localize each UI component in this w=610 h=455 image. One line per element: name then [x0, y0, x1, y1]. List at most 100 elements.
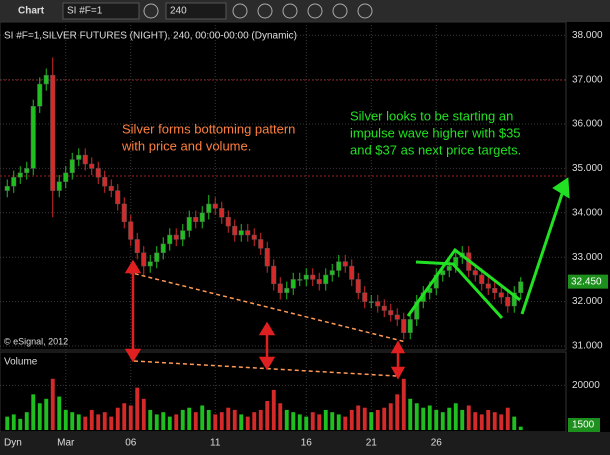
volume-bar	[492, 412, 497, 430]
interval-input[interactable]	[165, 2, 227, 20]
volume-bar	[401, 378, 406, 430]
candle-body	[355, 279, 361, 293]
volume-bar	[408, 398, 413, 430]
volume-bar	[291, 412, 296, 430]
volume-bar	[31, 394, 36, 430]
volume-bar	[109, 416, 114, 430]
candle-body	[167, 234, 173, 245]
volume-bar	[70, 412, 75, 430]
volume-bar	[447, 407, 452, 430]
candle-body	[511, 292, 517, 307]
y-tick-label: 36.000	[572, 119, 603, 130]
candle-body	[11, 177, 17, 187]
volume-bar	[349, 409, 354, 430]
candle-body	[485, 283, 491, 289]
last-price-box	[568, 274, 608, 289]
x-tick-label: 16	[301, 438, 313, 449]
volume-bar	[297, 414, 302, 430]
cursor-button[interactable]	[332, 3, 348, 19]
volume-bar	[369, 412, 374, 430]
candle-body	[69, 159, 75, 174]
volume-bar	[128, 405, 133, 430]
toolbar	[0, 0, 610, 22]
candle-body	[193, 216, 199, 222]
link-button[interactable]	[357, 3, 373, 19]
candle-body	[336, 261, 342, 271]
volume-bar	[271, 389, 276, 430]
candle-body	[245, 230, 251, 236]
volume-bar	[187, 407, 192, 430]
volume-bar	[317, 414, 322, 430]
volume-bar	[174, 414, 179, 430]
candle-body	[323, 274, 329, 285]
settings-button[interactable]	[143, 3, 159, 19]
y-tick-label: 35.000	[572, 163, 603, 174]
candle-body	[232, 225, 238, 236]
volume-bar	[421, 407, 426, 430]
volume-bar	[440, 412, 445, 430]
volume-bar	[414, 403, 419, 430]
candle-body	[102, 177, 108, 187]
mode: Dyn	[4, 438, 22, 449]
volume-bar	[434, 409, 439, 430]
volume-bar	[96, 414, 101, 430]
volume-bar	[18, 418, 23, 430]
candle-body	[349, 265, 355, 280]
interval: 240	[170, 6, 187, 17]
candle-body	[492, 288, 498, 293]
volume-bar	[518, 426, 523, 430]
volume-bar	[102, 412, 107, 430]
candle-body	[37, 83, 43, 107]
candle-body	[134, 239, 140, 254]
search-button[interactable]	[232, 3, 248, 19]
candle-body	[290, 279, 296, 289]
candle-body	[206, 203, 212, 214]
volume-bar	[50, 378, 55, 430]
volume-bar	[245, 416, 250, 430]
x-tick-label: 21	[366, 438, 378, 449]
volume-bar	[219, 412, 224, 430]
volume-bar	[200, 405, 205, 430]
volume-bar	[473, 412, 478, 430]
candle-body	[212, 203, 218, 209]
candle-body	[303, 274, 309, 280]
last-price-label: 32.450	[571, 276, 602, 287]
candle-body	[89, 163, 95, 169]
candle-body	[362, 292, 368, 302]
candle-body	[258, 239, 264, 249]
chart-title: SI #F=1,SILVER FUTURES (NIGHT), 240, 00:…	[4, 31, 297, 42]
volume-bar	[206, 409, 211, 430]
annotation: Silver looks to be starting an	[350, 108, 513, 123]
candle-body	[82, 154, 88, 165]
volume-bar	[499, 414, 504, 430]
refresh-button[interactable]	[282, 3, 298, 19]
candle-body	[108, 185, 114, 191]
candle-body	[30, 106, 36, 169]
candle-body	[316, 279, 322, 285]
volume-bar	[284, 409, 289, 430]
x-tick-label: 26	[431, 438, 443, 449]
volume-bar	[486, 409, 491, 430]
draw-button[interactable]	[257, 3, 273, 19]
volume-bar	[148, 409, 153, 430]
candle-body	[186, 216, 192, 231]
candle-body	[472, 270, 478, 276]
volume-bar	[63, 409, 68, 430]
volume-bar	[213, 414, 218, 430]
volume-bar	[258, 409, 263, 430]
candle-body	[63, 172, 69, 182]
candle-body	[277, 283, 283, 293]
volume-title: Volume	[4, 357, 38, 368]
arrows	[124, 259, 406, 380]
y-tick-label: 20000	[572, 380, 600, 391]
volume-bar	[89, 409, 94, 430]
candle-body	[401, 319, 407, 333]
candle-body	[388, 310, 394, 316]
volume-bar	[44, 398, 49, 430]
price-panel	[0, 21, 567, 351]
volume-bar	[323, 409, 328, 430]
play-button[interactable]	[307, 3, 323, 19]
symbol-input[interactable]	[62, 2, 140, 20]
candle-body	[199, 212, 205, 222]
